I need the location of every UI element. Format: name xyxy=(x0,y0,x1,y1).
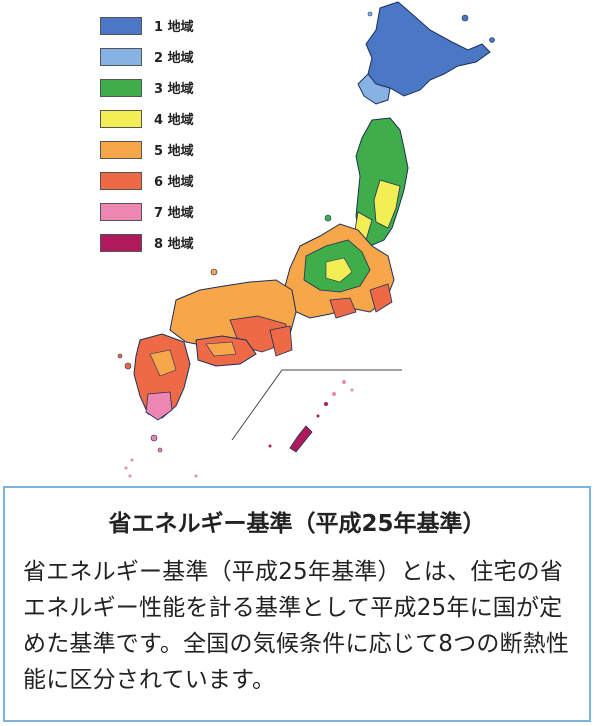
legend-swatch xyxy=(100,47,142,66)
legend-swatch xyxy=(100,171,142,190)
legend-swatch xyxy=(100,233,142,252)
region-okinawa xyxy=(289,425,313,453)
legend-swatch xyxy=(100,16,142,35)
info-title: 省エネルギー基準（平成25年基準） xyxy=(108,511,486,537)
info-box: 省エネルギー基準（平成25年基準） 省エネルギー基準（平成25年基準）とは、住宅… xyxy=(3,486,591,722)
region-hokkaido xyxy=(365,1,491,97)
legend-item: 7 地域 xyxy=(100,196,194,227)
legend-item: 6 地域 xyxy=(100,165,194,196)
info-body: 省エネルギー基準（平成25年基準）とは、住宅の省エネルギー性能を計る基準として平… xyxy=(23,559,570,693)
legend-label: 3 地域 xyxy=(154,82,194,97)
legend-label: 7 地域 xyxy=(154,206,194,221)
legend-label: 6 地域 xyxy=(154,175,194,190)
legend-item: 3 地域 xyxy=(100,72,194,103)
legend-label: 5 地域 xyxy=(154,144,194,159)
legend-item: 2 地域 xyxy=(100,41,194,72)
legend-label: 8 地域 xyxy=(154,237,194,252)
legend-label: 2 地域 xyxy=(154,51,194,66)
japan-map xyxy=(117,1,495,478)
legend-item: 1 地域 xyxy=(100,10,194,41)
legend-label: 4 地域 xyxy=(154,113,194,128)
legend-item: 5 地域 xyxy=(100,134,194,165)
legend-swatch xyxy=(100,140,142,159)
legend: 1 地域 2 地域 3 地域 4 地域 5 地域 6 地域 7 地域 8 地域 xyxy=(100,10,194,258)
legend-item: 8 地域 xyxy=(100,227,194,258)
legend-swatch xyxy=(100,109,142,128)
legend-item: 4 地域 xyxy=(100,103,194,134)
legend-swatch xyxy=(100,78,142,97)
legend-label: 1 地域 xyxy=(154,20,194,35)
legend-swatch xyxy=(100,202,142,221)
climate-zone-map: 1 地域 2 地域 3 地域 4 地域 5 地域 6 地域 7 地域 8 地域 xyxy=(100,1,495,478)
